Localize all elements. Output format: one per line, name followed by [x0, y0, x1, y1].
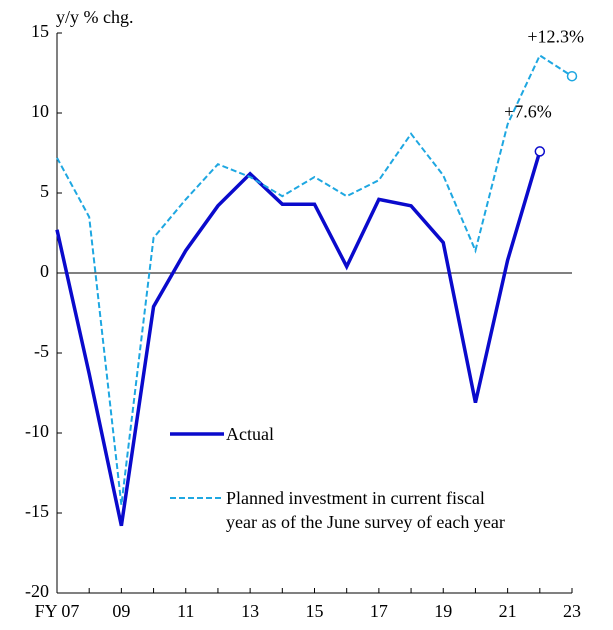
y-tick-label: 5 [40, 181, 49, 201]
x-tick-label: 11 [177, 601, 194, 621]
y-tick-label: 10 [31, 101, 49, 121]
y-tick-label: 15 [31, 21, 49, 41]
legend-label: Planned investment in current fiscal yea… [226, 488, 505, 532]
x-tick-label: 19 [434, 601, 452, 621]
x-tick-label: 21 [499, 601, 517, 621]
y-tick-label: 0 [40, 261, 49, 281]
x-tick-label: 13 [241, 601, 259, 621]
x-tick-label: 09 [112, 601, 130, 621]
end-marker [566, 70, 578, 82]
x-tick-label: 23 [563, 601, 581, 621]
y-tick-label: -10 [25, 421, 49, 441]
y-tick-label: -15 [25, 501, 49, 521]
x-tick-label: 17 [370, 601, 388, 621]
x-tick-label: FY 07 [35, 601, 80, 621]
x-tick-label: 15 [306, 601, 324, 621]
legend-entry: Actual [226, 424, 274, 444]
series-line [55, 150, 542, 527]
annotation: +12.3% [527, 26, 584, 46]
y-tick-label: -20 [25, 581, 49, 601]
legend-label: Actual [226, 424, 274, 444]
y-tick-label: -5 [34, 341, 49, 361]
series-line [56, 53, 573, 506]
y-axis-label: y/y % chg. [56, 7, 133, 27]
legend-entry: Planned investment in current fiscal yea… [226, 488, 505, 532]
annotation: +7.6% [504, 102, 552, 122]
end-marker [534, 146, 546, 157]
